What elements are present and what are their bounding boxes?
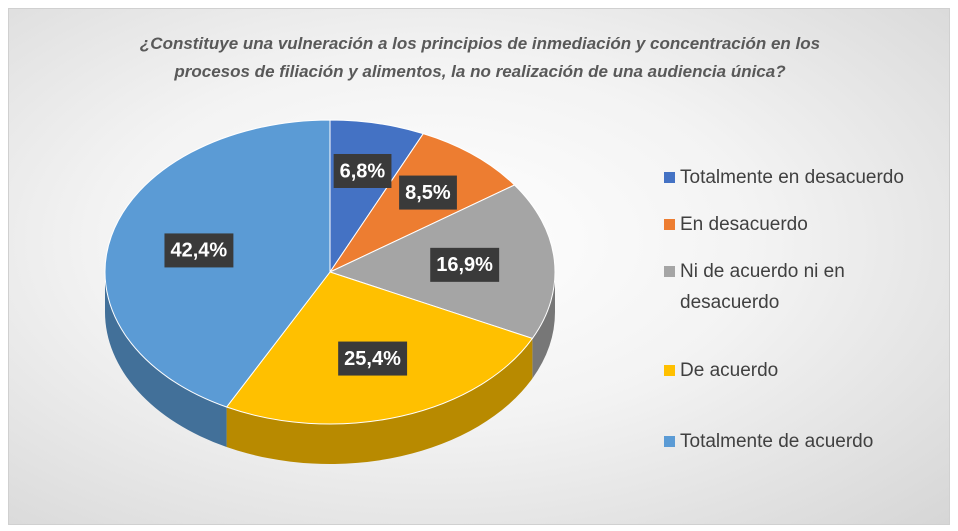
legend-swatch (664, 172, 675, 183)
legend-swatch (664, 365, 675, 376)
data-label: 42,4% (164, 233, 234, 268)
data-label: 16,9% (430, 247, 500, 282)
data-label-text: 42,4% (170, 240, 227, 262)
data-label-box (333, 153, 392, 188)
legend-item: Totalmente en desacuerdo (664, 162, 944, 193)
data-label-box (164, 233, 234, 268)
legend-label: Totalmente de acuerdo (680, 431, 874, 452)
data-label-box (430, 247, 500, 282)
data-label: 25,4% (338, 341, 408, 376)
data-label-box (399, 175, 457, 210)
legend-swatch (664, 219, 675, 230)
data-label: 6,8% (333, 153, 392, 188)
legend-label: De acuerdo (680, 360, 779, 381)
legend-swatch (664, 436, 675, 447)
legend-item: De acuerdo (664, 355, 944, 386)
legend-label: Totalmente en desacuerdo (680, 167, 904, 188)
legend-item: Totalmente de acuerdo (664, 426, 944, 457)
legend-label: Ni de acuerdo ni en desacuerdo (680, 261, 845, 313)
data-label-box (338, 341, 408, 376)
data-label-text: 6,8% (340, 160, 386, 182)
chart-title: ¿Constituye una vulneración a los princi… (139, 34, 821, 81)
legend-item: En desacuerdo (664, 209, 944, 240)
data-label-text: 8,5% (405, 182, 451, 204)
data-label: 8,5% (399, 175, 457, 210)
legend-item: Ni de acuerdo ni en desacuerdo (664, 256, 944, 318)
legend-swatch (664, 266, 675, 277)
pie-side (532, 272, 555, 379)
legend-label: En desacuerdo (680, 214, 808, 235)
data-label-text: 25,4% (344, 348, 401, 370)
pie-side (226, 338, 533, 464)
data-label-text: 16,9% (436, 254, 493, 276)
pie-side (105, 272, 227, 447)
